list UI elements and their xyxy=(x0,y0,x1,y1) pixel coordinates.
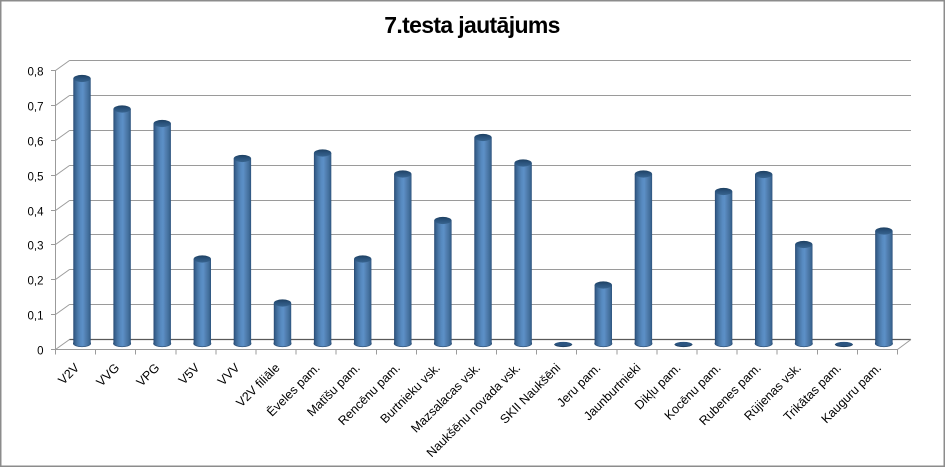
svg-text:0: 0 xyxy=(37,345,43,357)
svg-text:0,4: 0,4 xyxy=(28,206,45,218)
svg-text:7.testa jautājums: 7.testa jautājums xyxy=(384,12,560,38)
svg-text:0,1: 0,1 xyxy=(28,310,44,322)
svg-text:0,3: 0,3 xyxy=(28,240,44,252)
svg-text:0,2: 0,2 xyxy=(28,275,44,287)
svg-text:0,7: 0,7 xyxy=(28,101,44,113)
svg-text:0,5: 0,5 xyxy=(28,171,44,183)
svg-text:0,6: 0,6 xyxy=(28,136,44,148)
svg-text:0,8: 0,8 xyxy=(28,66,44,78)
